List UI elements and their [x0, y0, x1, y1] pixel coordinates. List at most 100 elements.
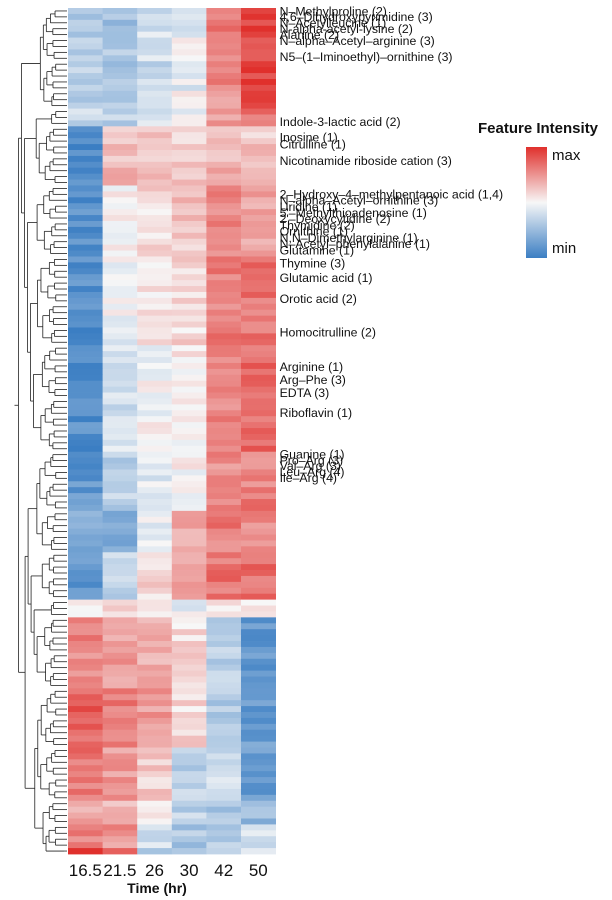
heatmap-cell — [102, 197, 138, 204]
heatmap-cell — [102, 682, 138, 689]
heatmap-cell — [241, 469, 276, 476]
heatmap-cell — [137, 558, 173, 565]
heatmap-cell — [241, 830, 276, 837]
heatmap-cell — [241, 422, 276, 429]
heatmap-cell — [68, 286, 103, 293]
heatmap-cell — [206, 723, 242, 731]
heatmap-cell — [206, 238, 242, 246]
heatmap-cell — [241, 688, 276, 695]
heatmap-cell — [68, 800, 103, 808]
heatmap-cell — [206, 528, 242, 535]
heatmap-cell — [68, 433, 103, 441]
heatmap-cell — [206, 268, 242, 275]
heatmap-cell — [68, 587, 103, 595]
heatmap-cell — [241, 286, 276, 293]
heatmap-cell — [171, 126, 207, 133]
heatmap-cell — [206, 43, 242, 50]
heatmap-cell — [102, 534, 138, 541]
heatmap-cell — [241, 836, 276, 843]
heatmap-cell — [137, 203, 173, 210]
heatmap-cell — [171, 13, 207, 21]
heatmap-cell — [206, 84, 242, 92]
heatmap-cell — [68, 706, 103, 713]
heatmap-cell — [171, 682, 207, 689]
heatmap-cell — [241, 451, 276, 459]
heatmap-cell — [206, 392, 242, 399]
heatmap-cell — [68, 232, 103, 240]
heatmap-cell — [102, 173, 138, 180]
heatmap-cell — [171, 43, 207, 50]
heatmap-cell — [68, 297, 103, 305]
heatmap-cell — [171, 309, 207, 317]
heatmap-cell — [171, 558, 207, 565]
heatmap-cell — [171, 765, 207, 772]
heatmap-cell — [68, 280, 103, 287]
heatmap-cell — [68, 747, 103, 754]
heatmap-cell — [241, 812, 276, 819]
heatmap-cell — [68, 558, 103, 565]
row-label: 5'–Methylthioadenosine (1) — [280, 206, 427, 220]
heatmap-cell — [68, 700, 103, 707]
heatmap-cell — [206, 315, 242, 322]
heatmap-cell — [137, 552, 173, 559]
heatmap-cell — [137, 717, 173, 725]
heatmap-cell — [241, 49, 276, 56]
heatmap-cell — [102, 729, 138, 737]
heatmap-cell — [102, 238, 138, 246]
heatmap-cell — [68, 546, 103, 553]
heatmap-cell — [137, 155, 173, 163]
heatmap-cell — [171, 404, 207, 411]
heatmap-cell — [171, 25, 207, 33]
heatmap-cell — [241, 368, 276, 376]
heatmap-cell — [68, 818, 103, 825]
heatmap-cell — [68, 291, 103, 299]
row-label: Alanine (2) — [280, 28, 339, 42]
heatmap-cell — [137, 286, 173, 293]
heatmap-cell — [137, 25, 173, 33]
heatmap-cell — [137, 49, 173, 56]
heatmap-cell — [241, 593, 276, 601]
heatmap-cell — [171, 652, 207, 660]
heatmap-cell — [241, 380, 276, 388]
heatmap-cell — [137, 794, 173, 802]
heatmap-cell — [206, 232, 242, 240]
heatmap-cell — [137, 522, 173, 530]
row-label: N–Acetyl–phenylalanine (1) — [280, 237, 430, 251]
heatmap-cell — [102, 445, 138, 453]
heatmap-cell — [206, 475, 242, 482]
heatmap-cell — [206, 197, 242, 204]
heatmap-cell — [102, 167, 138, 175]
heatmap-cell — [241, 43, 276, 50]
heatmap-cell — [68, 327, 103, 334]
heatmap-cell — [206, 706, 242, 713]
heatmap-cell — [171, 291, 207, 299]
heatmap-cell — [206, 96, 242, 104]
heatmap-cell — [241, 280, 276, 287]
heatmap-cell — [171, 575, 207, 583]
heatmap-cell — [137, 339, 173, 346]
row-label: Ornithine (1) — [280, 224, 348, 238]
heatmap-cell — [241, 185, 276, 192]
heatmap-cell — [102, 623, 138, 630]
heatmap-cell — [102, 706, 138, 713]
heatmap-cell — [102, 416, 138, 423]
heatmap-cell — [241, 741, 276, 748]
heatmap-cell — [241, 504, 276, 512]
heatmap-cell — [171, 19, 207, 27]
heatmap-cell — [206, 712, 242, 719]
heatmap-cell — [102, 629, 138, 636]
heatmap-cell — [102, 120, 138, 127]
heatmap-cell — [241, 818, 276, 825]
heatmap-cell — [137, 635, 173, 642]
heatmap-cell — [137, 528, 173, 535]
heatmap-cell — [68, 812, 103, 819]
heatmap-cell — [102, 493, 138, 500]
heatmap-cell — [241, 144, 276, 151]
heatmap-cell — [171, 303, 207, 311]
heatmap-cell — [241, 167, 276, 175]
heatmap-cell — [171, 368, 207, 376]
row-label: N–Methylproline (2) — [280, 4, 387, 18]
heatmap-cell — [68, 688, 103, 695]
heatmap-cell — [171, 599, 207, 606]
heatmap-cell — [68, 161, 103, 169]
